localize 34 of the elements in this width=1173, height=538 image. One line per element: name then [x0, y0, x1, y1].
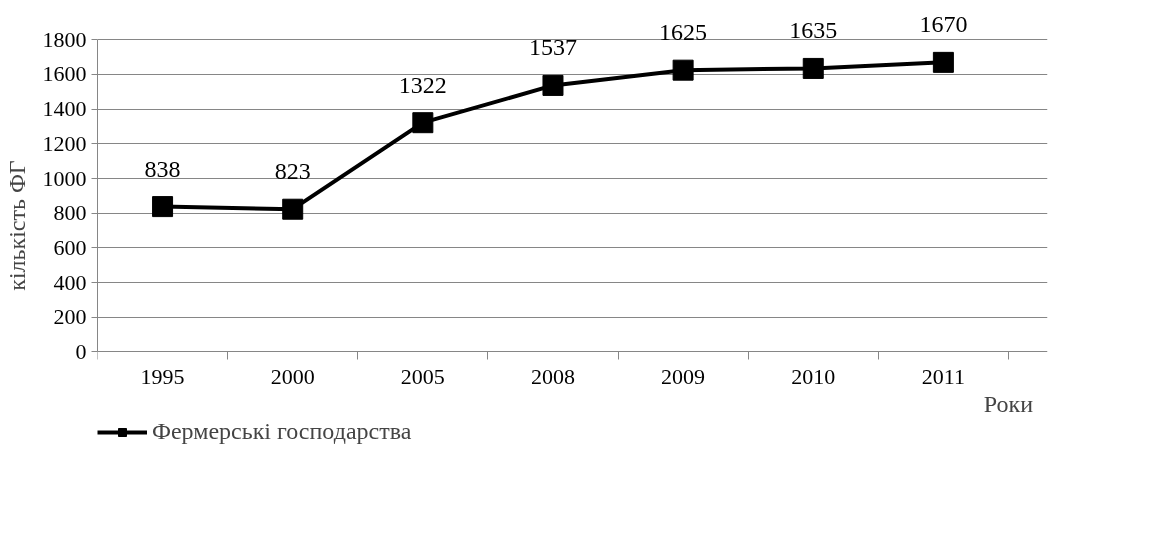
data-label: 1537 — [528, 34, 577, 61]
point — [672, 59, 694, 81]
x-tick-label: 2000 — [270, 363, 315, 389]
x-tick-label: 2009 — [661, 363, 706, 389]
x-tick-label: 1995 — [140, 363, 185, 389]
y-tick-label: 0 — [75, 338, 87, 364]
y-tick-label: 800 — [53, 200, 87, 226]
y-tick-label: 1600 — [42, 61, 87, 87]
y-tick-label: 1000 — [42, 165, 87, 191]
x-tick-label: 2010 — [791, 363, 836, 389]
data-label: 1635 — [789, 17, 838, 44]
point — [282, 198, 304, 220]
y-tick-label: 400 — [53, 269, 87, 295]
data-label: 823 — [274, 158, 311, 185]
legend-label: Фермерські господарства — [152, 418, 412, 445]
y-axis-title: кількість ФГ — [3, 160, 30, 291]
data-label: 1625 — [659, 19, 708, 46]
data-label: 838 — [144, 155, 181, 182]
point — [802, 57, 824, 79]
y-tick-label: 1200 — [42, 130, 87, 156]
x-tick-label: 2011 — [921, 363, 965, 389]
x-axis-title: Роки — [983, 390, 1034, 417]
point — [542, 74, 564, 96]
x-tick-label: 2008 — [530, 363, 575, 389]
y-tick-label: 200 — [53, 304, 87, 330]
y-tick-label: 600 — [53, 234, 87, 260]
data-label: 1670 — [919, 11, 968, 38]
y-tick-label: 1800 — [42, 26, 87, 52]
x-tick-label: 2005 — [400, 363, 445, 389]
data-label: 1322 — [398, 71, 447, 98]
y-tick-label: 1400 — [42, 96, 87, 122]
point — [932, 51, 954, 73]
point — [412, 112, 434, 134]
point — [152, 196, 174, 218]
